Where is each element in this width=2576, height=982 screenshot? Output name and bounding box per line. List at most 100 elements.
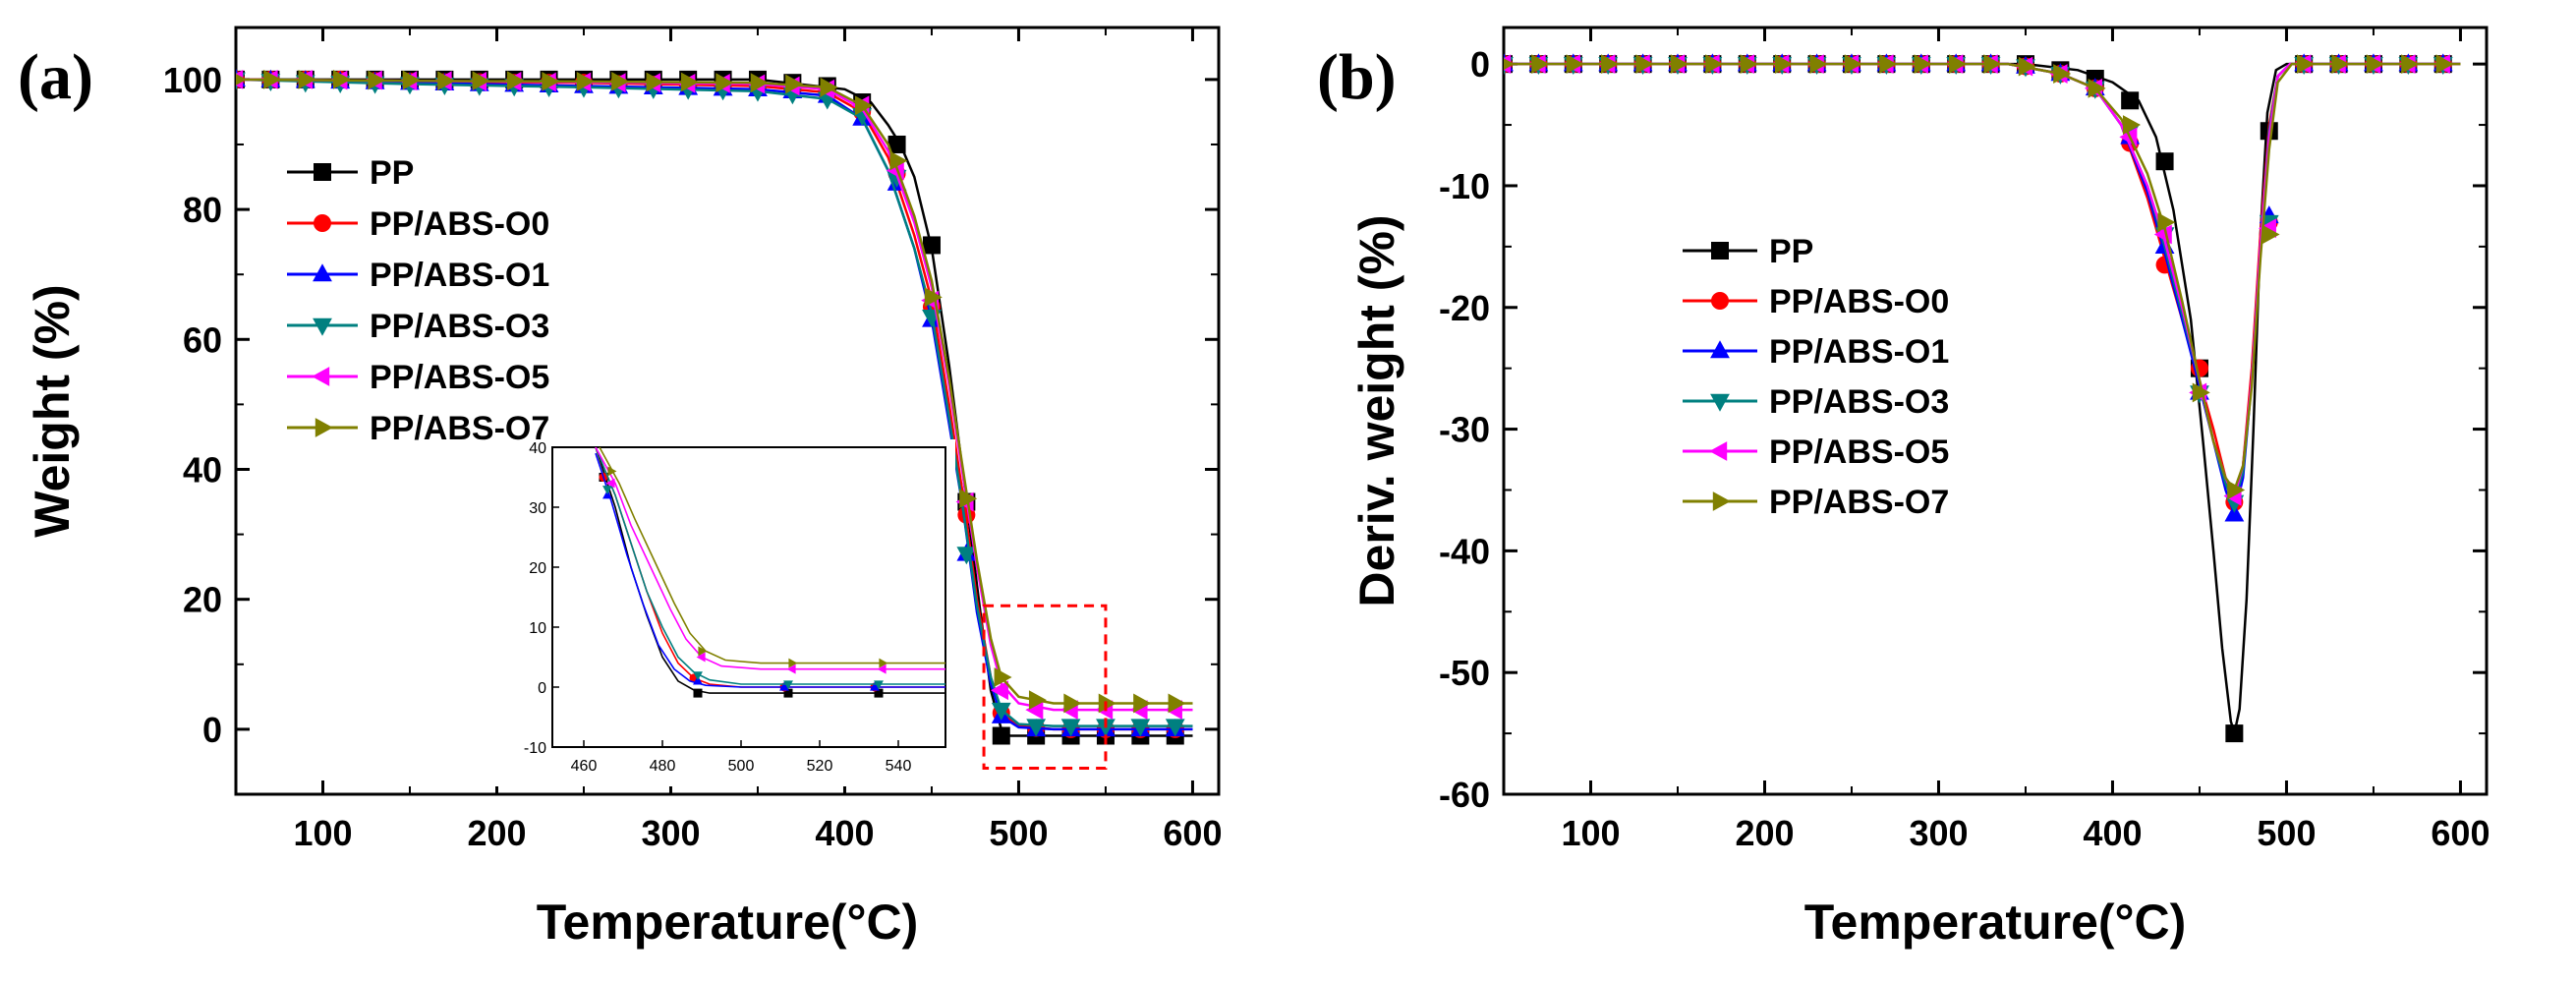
panel-b-legend-item-pp-abs-o1: PP/ABS-O1 <box>1683 333 1949 371</box>
panel-a-legend-label: PP/ABS-O5 <box>370 359 549 396</box>
panel-b-series-line-pp <box>1504 62 2461 734</box>
panel-b-x-tick-label: 400 <box>2083 813 2142 853</box>
panel-b-series-pp <box>1504 55 2461 743</box>
panel-a-data-point-pp-abs-o7 <box>368 70 386 90</box>
panel-a-y-tick-label: 100 <box>163 60 222 100</box>
panel-a-series-line-pp-abs-o7 <box>236 78 1193 705</box>
panel-a-data-point-pp-abs-o3 <box>956 547 977 565</box>
panel-a-zoom-box <box>982 604 1108 771</box>
panel-b-legend-marker <box>1712 491 1731 511</box>
panel-b-legend-label: PP <box>1769 233 1813 270</box>
panel-b-x-tick-label: 300 <box>1909 813 1968 853</box>
panel-b-data-point-pp-abs-o7 <box>2401 54 2420 75</box>
panel-b-y-tick-label: -40 <box>1439 531 1490 571</box>
panel-b-legend-item-pp-abs-o3: PP/ABS-O3 <box>1683 383 1949 421</box>
panel-a-legend-item-pp: PP <box>287 154 414 192</box>
panel-a-inset-y-tick-label: 30 <box>529 500 546 517</box>
panel-b-data-point-pp <box>2121 91 2140 110</box>
panel-b-data-point-pp-abs-o7 <box>1983 54 2002 75</box>
panel-a-data-point-pp-abs-o7 <box>542 71 560 91</box>
panel-a-data-point-pp-abs-o3 <box>1165 719 1185 737</box>
panel-a-inset-data-point-pp-abs-o7 <box>788 658 798 668</box>
panel-a-inset-data-point-pp-abs-o5 <box>877 664 887 674</box>
panel-a-inset-y-tick-label: -10 <box>524 740 546 757</box>
panel-b-series-line-pp-abs-o3 <box>1504 62 2461 506</box>
panel-a-y-tick-label: 80 <box>183 190 222 230</box>
panel-a-data-point-pp-abs-o7 <box>437 71 456 91</box>
panel-a-inset-data-point-pp <box>874 688 884 698</box>
panel-a-label: (a) <box>18 41 93 113</box>
panel-a-data-point-pp-abs-o7 <box>1168 693 1186 714</box>
panel-a-data-point-pp-abs-o7 <box>646 72 664 92</box>
panel-b: (b) 100 200 300 400 500 600 0 -10 -20 -30 -40 -50 -6… <box>1317 26 2490 950</box>
panel-a-legend-item-pp-abs-o0: PP/ABS-O0 <box>287 205 549 243</box>
panel-b-x-tick-label: 200 <box>1735 813 1794 853</box>
panel-b-y-axis-title: Deriv. weight (%) <box>1349 214 1404 607</box>
panel-a-data-point-pp-abs-o7 <box>924 287 943 308</box>
panel-a-data-point-pp-abs-o7 <box>298 69 316 89</box>
panel-a-legend-marker <box>315 418 333 437</box>
panel-b-legend-item-pp-abs-o7: PP/ABS-O7 <box>1683 484 1949 521</box>
panel-a-y-tick-label: 20 <box>183 580 222 620</box>
panel-b-y-tick-label: -50 <box>1439 653 1490 693</box>
panel-b-legend-label: PP/ABS-O7 <box>1769 484 1949 521</box>
panel-a-inset-y-tick-label: 20 <box>529 560 546 577</box>
panel-a-inset-y-tick-label: 10 <box>529 620 546 637</box>
panel-a-data-point-pp-abs-o7 <box>263 69 282 89</box>
panel-b-data-point-pp-abs-o7 <box>2331 54 2350 75</box>
panel-a-data-point-pp-abs-o7 <box>750 73 769 93</box>
panel-b-series-pp-abs-o0 <box>1504 55 2461 511</box>
panel-a-inset-x-tick-label: 460 <box>571 758 598 775</box>
panel-a-data-point-pp-abs-o7 <box>402 70 421 90</box>
panel-b-series-line-pp-abs-o7 <box>1504 62 2461 493</box>
panel-b-data-point-pp-abs-o7 <box>2192 382 2210 403</box>
panel-a-legend-marker <box>312 367 330 386</box>
panel-b-data-point-pp-abs-o7 <box>1948 54 1967 75</box>
panel-a-inset-data-point-pp <box>693 688 703 698</box>
panel-a-inset-data-point-pp-abs-o1 <box>870 681 880 691</box>
panel-b-data-point-pp-abs-o7 <box>1504 58 1515 71</box>
panel-b-data-point-pp-abs-o7 <box>1844 54 1862 75</box>
panel-a-legend-item-pp-abs-o5: PP/ABS-O5 <box>287 359 549 396</box>
panel-a-inset-data-point-pp-abs-o3 <box>874 680 884 690</box>
panel-a-data-point-pp-abs-o7 <box>680 72 699 92</box>
panel-b-legend-item-pp: PP <box>1683 233 1813 270</box>
panel-b-data-point-pp-abs-o7 <box>2018 56 2036 77</box>
panel-a-legend-marker <box>314 214 331 232</box>
panel-a-data-point-pp-abs-o7 <box>785 74 804 94</box>
panel-b-series-pp-abs-o1 <box>1504 53 2461 522</box>
panel-b-label: (b) <box>1317 41 1397 113</box>
panel-a-data-point-pp-abs-o7 <box>959 489 978 509</box>
panel-a-legend-label: PP/ABS-O3 <box>370 308 549 345</box>
panel-a-inset-data-point-pp-abs-o5 <box>786 664 796 674</box>
panel-a-legend-item-pp-abs-o7: PP/ABS-O7 <box>287 410 549 447</box>
panel-b-data-point-pp-abs-o7 <box>2122 115 2141 135</box>
panel-b-legend-marker <box>1710 340 1730 359</box>
panel-a-data-point-pp-abs-o7 <box>332 69 351 89</box>
panel-a-inset-series-pp-abs-o7 <box>599 447 945 668</box>
panel-a-inset-data-point-pp-abs-o3 <box>602 486 612 495</box>
panel-a-inset-series-pp-abs-o5 <box>595 447 945 674</box>
panel-a-inset-x-tick-label: 540 <box>886 758 912 775</box>
panel-a-data-point-pp-abs-o7 <box>1098 693 1116 714</box>
panel-a-y-axis-title: Weight (%) <box>25 284 80 537</box>
panel-b-legend-label: PP/ABS-O1 <box>1769 333 1949 371</box>
panel-b-legend-marker <box>1710 393 1730 412</box>
panel-b-legend-label: PP/ABS-O0 <box>1769 283 1949 320</box>
panel-a-y-tick-label: 0 <box>202 710 222 750</box>
panel-b-y-tick-label: -20 <box>1439 288 1490 328</box>
panel-a-inset-data-point-pp-abs-o3 <box>693 671 703 681</box>
panel-a-inset-series-pp-abs-o3 <box>595 447 945 690</box>
panel-a-data-point-pp <box>887 135 906 153</box>
panel-a-inset-frame <box>551 446 946 748</box>
panel-a-legend-item-pp-abs-o3: PP/ABS-O3 <box>287 308 549 345</box>
panel-a-data-point-pp-abs-o7 <box>854 95 873 116</box>
panel-a-inset-y-tick-label: 0 <box>538 680 546 697</box>
panel-b-legend-item-pp-abs-o5: PP/ABS-O5 <box>1683 433 1949 471</box>
panel-a-data-point-pp-abs-o5 <box>990 680 1008 701</box>
panel-b-data-point-pp-abs-o7 <box>2088 79 2106 98</box>
panel-a-inset-x-tick-label: 520 <box>807 758 833 775</box>
panel-b-series-line-pp-abs-o1 <box>1504 62 2461 519</box>
panel-b-y-tick-label: -10 <box>1439 166 1490 206</box>
